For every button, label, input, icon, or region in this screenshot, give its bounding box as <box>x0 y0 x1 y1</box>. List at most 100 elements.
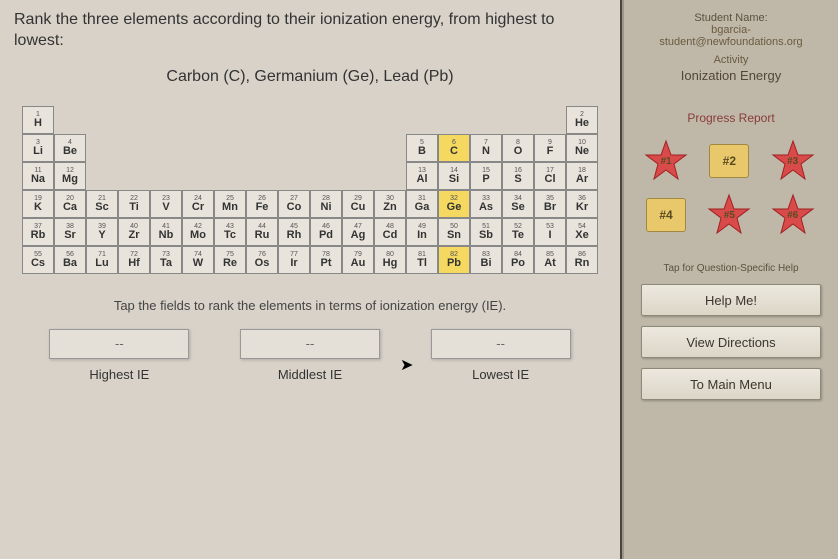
element-mn[interactable]: 25Mn <box>214 190 246 218</box>
ptable-empty-cell <box>246 106 278 134</box>
element-s[interactable]: 16S <box>502 162 534 190</box>
elements-line: Carbon (C), Germanium (Ge), Lead (Pb) <box>14 68 606 86</box>
element-symbol: Mo <box>190 230 206 241</box>
element-symbol: Xe <box>575 230 588 241</box>
element-c[interactable]: 6C <box>438 134 470 162</box>
element-kr[interactable]: 36Kr <box>566 190 598 218</box>
progress-item-4[interactable]: #4 <box>641 193 691 237</box>
activity-name: Ionization Energy <box>681 68 781 83</box>
element-ta[interactable]: 73Ta <box>150 246 182 274</box>
element-ca[interactable]: 20Ca <box>54 190 86 218</box>
element-lu[interactable]: 71Lu <box>86 246 118 274</box>
element-po[interactable]: 84Po <box>502 246 534 274</box>
element-p[interactable]: 15P <box>470 162 502 190</box>
element-ag[interactable]: 47Ag <box>342 218 374 246</box>
ptable-empty-cell <box>150 162 182 190</box>
progress-item-3[interactable]: #3 <box>768 139 818 183</box>
rank-field-highest[interactable]: -- <box>49 329 189 359</box>
element-v[interactable]: 23V <box>150 190 182 218</box>
element-be[interactable]: 4Be <box>54 134 86 162</box>
element-sn[interactable]: 50Sn <box>438 218 470 246</box>
element-symbol: Ge <box>447 202 462 213</box>
rank-field-lowest[interactable]: -- <box>431 329 571 359</box>
element-mo[interactable]: 42Mo <box>182 218 214 246</box>
element-cl[interactable]: 17Cl <box>534 162 566 190</box>
element-hf[interactable]: 72Hf <box>118 246 150 274</box>
element-ir[interactable]: 77Ir <box>278 246 310 274</box>
element-ge[interactable]: 32Ge <box>438 190 470 218</box>
element-hg[interactable]: 80Hg <box>374 246 406 274</box>
element-ga[interactable]: 31Ga <box>406 190 438 218</box>
element-sc[interactable]: 21Sc <box>86 190 118 218</box>
element-w[interactable]: 74W <box>182 246 214 274</box>
ptable-empty-cell <box>246 134 278 162</box>
element-li[interactable]: 3Li <box>22 134 54 162</box>
ptable-empty-cell <box>182 162 214 190</box>
element-rb[interactable]: 37Rb <box>22 218 54 246</box>
element-al[interactable]: 13Al <box>406 162 438 190</box>
element-au[interactable]: 79Au <box>342 246 374 274</box>
element-sr[interactable]: 38Sr <box>54 218 86 246</box>
element-ar[interactable]: 18Ar <box>566 162 598 190</box>
element-h[interactable]: 1H <box>22 106 54 134</box>
star-icon <box>644 139 688 183</box>
element-pt[interactable]: 78Pt <box>310 246 342 274</box>
element-pb[interactable]: 82Pb <box>438 246 470 274</box>
element-n[interactable]: 7N <box>470 134 502 162</box>
element-in[interactable]: 49In <box>406 218 438 246</box>
element-os[interactable]: 76Os <box>246 246 278 274</box>
rank-field-middle[interactable]: -- <box>240 329 380 359</box>
element-o[interactable]: 8O <box>502 134 534 162</box>
element-se[interactable]: 34Se <box>502 190 534 218</box>
element-tc[interactable]: 43Tc <box>214 218 246 246</box>
ptable-empty-cell <box>470 106 502 134</box>
element-re[interactable]: 75Re <box>214 246 246 274</box>
element-zn[interactable]: 30Zn <box>374 190 406 218</box>
element-ne[interactable]: 10Ne <box>566 134 598 162</box>
element-as[interactable]: 33As <box>470 190 502 218</box>
element-zr[interactable]: 40Zr <box>118 218 150 246</box>
element-pd[interactable]: 46Pd <box>310 218 342 246</box>
element-br[interactable]: 35Br <box>534 190 566 218</box>
to-main-menu-button[interactable]: To Main Menu <box>641 368 821 400</box>
progress-item-6[interactable]: #6 <box>768 193 818 237</box>
element-ru[interactable]: 44Ru <box>246 218 278 246</box>
element-bi[interactable]: 83Bi <box>470 246 502 274</box>
element-b[interactable]: 5B <box>406 134 438 162</box>
element-k[interactable]: 19K <box>22 190 54 218</box>
element-co[interactable]: 27Co <box>278 190 310 218</box>
element-cu[interactable]: 29Cu <box>342 190 374 218</box>
element-at[interactable]: 85At <box>534 246 566 274</box>
element-si[interactable]: 14Si <box>438 162 470 190</box>
element-ni[interactable]: 28Ni <box>310 190 342 218</box>
element-na[interactable]: 11Na <box>22 162 54 190</box>
element-fe[interactable]: 26Fe <box>246 190 278 218</box>
element-i[interactable]: 53I <box>534 218 566 246</box>
element-he[interactable]: 2He <box>566 106 598 134</box>
element-cr[interactable]: 24Cr <box>182 190 214 218</box>
element-symbol: Rn <box>575 258 590 269</box>
progress-item-5[interactable]: #5 <box>704 193 754 237</box>
element-f[interactable]: 9F <box>534 134 566 162</box>
element-nb[interactable]: 41Nb <box>150 218 182 246</box>
element-xe[interactable]: 54Xe <box>566 218 598 246</box>
element-sb[interactable]: 51Sb <box>470 218 502 246</box>
element-cs[interactable]: 55Cs <box>22 246 54 274</box>
element-mg[interactable]: 12Mg <box>54 162 86 190</box>
student-email: student@newfoundations.org <box>659 36 802 48</box>
element-rh[interactable]: 45Rh <box>278 218 310 246</box>
element-cd[interactable]: 48Cd <box>374 218 406 246</box>
progress-stars: #1 #2 #3 #4 #5 #6 <box>641 139 821 237</box>
element-ba[interactable]: 56Ba <box>54 246 86 274</box>
element-rn[interactable]: 86Rn <box>566 246 598 274</box>
progress-item-2[interactable]: #2 <box>704 139 754 183</box>
element-symbol: Os <box>255 258 270 269</box>
element-te[interactable]: 52Te <box>502 218 534 246</box>
progress-item-1[interactable]: #1 <box>641 139 691 183</box>
help-me-button[interactable]: Help Me! <box>641 284 821 316</box>
element-ti[interactable]: 22Ti <box>118 190 150 218</box>
element-tl[interactable]: 81Tl <box>406 246 438 274</box>
view-directions-button[interactable]: View Directions <box>641 326 821 358</box>
element-y[interactable]: 39Y <box>86 218 118 246</box>
element-symbol: Ga <box>415 202 430 213</box>
